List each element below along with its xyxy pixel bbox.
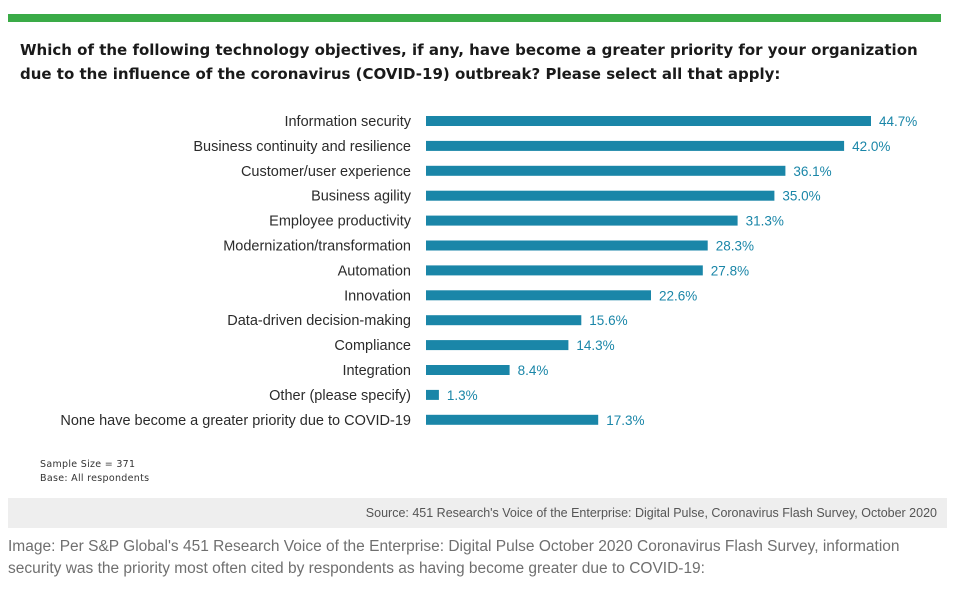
value-label: 42.0%: [852, 139, 890, 154]
value-label: 44.7%: [879, 114, 917, 129]
value-label: 22.6%: [659, 288, 697, 303]
value-label: 17.3%: [606, 413, 644, 428]
category-label: None have become a greater priority due …: [60, 413, 411, 429]
bar: [426, 389, 439, 400]
bar: [426, 116, 871, 126]
sample-size-note: Sample Size = 371: [40, 459, 136, 470]
category-label: Automation: [338, 263, 411, 279]
category-label: Integration: [342, 363, 411, 379]
category-label: Data-driven decision-making: [227, 313, 411, 329]
image-caption: Image: Per S&P Global's 451 Research Voi…: [8, 538, 900, 577]
category-label: Compliance: [334, 338, 411, 354]
bar: [426, 240, 708, 251]
category-label: Innovation: [344, 288, 411, 304]
category-label: Business agility: [311, 189, 412, 205]
category-label: Customer/user experience: [241, 164, 411, 180]
bar: [426, 265, 703, 276]
value-label: 35.0%: [782, 189, 820, 204]
bar: [426, 215, 738, 226]
bar: [426, 290, 651, 301]
value-label: 14.3%: [576, 338, 614, 353]
value-label: 36.1%: [793, 164, 831, 179]
bar: [426, 365, 510, 375]
survey-question: Which of the following technology object…: [20, 41, 918, 83]
source-citation: Source: 451 Research's Voice of the Ente…: [365, 506, 937, 520]
category-label: Information security: [284, 114, 411, 130]
bar: [426, 414, 599, 425]
value-label: 27.8%: [711, 263, 749, 278]
bar: [426, 190, 775, 201]
value-label: 15.6%: [589, 313, 627, 328]
base-note: Base: All respondents: [40, 473, 150, 484]
value-label: 1.3%: [447, 388, 478, 403]
source-band: Source: 451 Research's Voice of the Ente…: [8, 498, 947, 528]
value-label: 28.3%: [716, 239, 754, 254]
value-label: 8.4%: [518, 363, 549, 378]
bar: [426, 140, 845, 151]
category-label: Modernization/transformation: [223, 239, 411, 255]
bar: [426, 315, 582, 326]
header-accent-bar: [8, 14, 941, 22]
value-label: 31.3%: [746, 214, 784, 229]
chart-notes: Sample Size = 371 Base: All respondents: [40, 458, 149, 486]
category-label: Other (please specify): [269, 388, 411, 404]
bar-chart: Information security 44.7% Business contin…: [60, 114, 917, 429]
category-label: Business continuity and resilience: [193, 139, 411, 155]
category-label: Employee productivity: [269, 214, 412, 230]
bar: [426, 165, 786, 176]
bar: [426, 340, 569, 351]
